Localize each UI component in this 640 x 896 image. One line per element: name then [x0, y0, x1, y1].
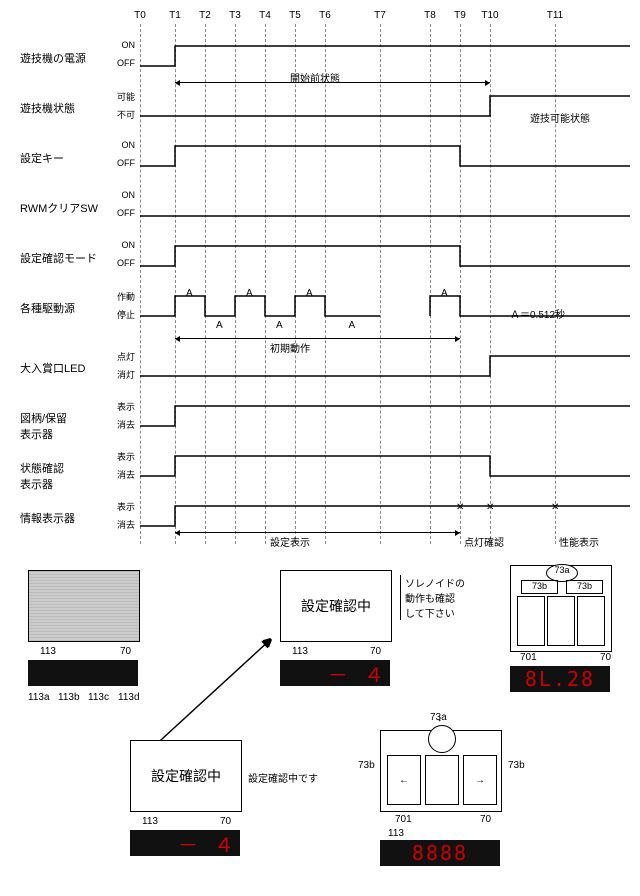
row: 情報表示器表示消去: [10, 500, 630, 540]
xmark-T9: ✕: [456, 502, 464, 513]
seg-dash-4b: － ４: [178, 829, 236, 858]
time-T1: T1: [169, 10, 181, 21]
annot-a-2: A: [246, 288, 253, 299]
ref-70-t: 70: [600, 652, 611, 663]
signal: [10, 140, 640, 176]
led-strip-5: 8888: [380, 840, 500, 866]
setting-confirm-text-1: 設定確認中: [301, 596, 371, 616]
signal: [10, 400, 640, 436]
led-strip-2: － ４: [280, 660, 390, 686]
ref-113-1: 113: [40, 646, 56, 657]
time-T7: T7: [374, 10, 386, 21]
led-strip-1: [28, 660, 138, 686]
row: 設定キーONOFF: [10, 140, 630, 180]
bottom-diagrams: 113 70 113a 113b 113c 113d 設定確認中 ソレノイドの …: [10, 560, 630, 880]
reel-box-top: 73a 73b 73b: [510, 565, 612, 652]
time-T11: T11: [547, 10, 564, 21]
row: 図柄/保留 表示器表示消去: [10, 400, 630, 440]
signal: [10, 500, 640, 536]
arrow-setting: [175, 532, 460, 533]
seg-8888: 8888: [412, 841, 468, 865]
panel-setting-confirm-1: 設定確認中: [280, 570, 392, 642]
time-T0: T0: [134, 10, 146, 21]
sol-check-text: ソレノイドの 動作も確認 して下さい: [400, 575, 465, 620]
ref-70-1: 70: [120, 646, 131, 657]
arrow-initial: [175, 338, 460, 339]
ref-70-4: 70: [480, 814, 491, 825]
ref-113b: 113b: [58, 692, 80, 703]
seg-bl28: 8L.28: [525, 667, 595, 691]
time-T5: T5: [289, 10, 301, 21]
signal: [10, 190, 640, 226]
lcd-blank: [28, 570, 140, 642]
ref-113-4: 113: [388, 828, 404, 839]
row: 設定確認モードONOFF: [10, 240, 630, 280]
annot-a-0: A: [186, 288, 193, 299]
annot-light: 点灯確認: [464, 534, 504, 549]
seg-dash-4: － ４: [328, 659, 386, 688]
xmark-T11: ✕: [551, 502, 559, 513]
ref-70-2: 70: [370, 646, 381, 657]
annot-a-4: A: [306, 288, 313, 299]
time-T10: T10: [481, 10, 498, 21]
time-T4: T4: [259, 10, 271, 21]
setting-confirm-text-2: 設定確認中: [151, 766, 221, 786]
ref-73b-r: 73b: [566, 580, 603, 594]
annot-playpossible: 遊技可能状態: [530, 110, 590, 125]
ref-113a: 113a: [28, 692, 50, 703]
ref-113d: 113d: [118, 692, 140, 703]
annot-a-89: A: [441, 288, 448, 299]
annot-perf: 性能表示: [559, 534, 599, 549]
reel-box-bottom: ↓ ← →: [380, 730, 502, 812]
xmark-T10: ✕: [486, 502, 494, 513]
ref-113c: 113c: [88, 692, 109, 703]
annot-a-3: A: [276, 320, 283, 331]
time-T6: T6: [319, 10, 331, 21]
ref-701-t: 701: [520, 652, 537, 663]
row: 大入賞口LED点灯消灯: [10, 350, 630, 390]
row: 状態確認 表示器表示消去: [10, 450, 630, 490]
ref-73b-bl: 73b: [358, 760, 375, 771]
led-strip-4: － ４: [130, 830, 240, 856]
time-T3: T3: [229, 10, 241, 21]
panel-setting-confirm-2: 設定確認中: [130, 740, 242, 812]
led-strip-3: 8L.28: [510, 666, 610, 692]
annot-a-5: A: [349, 320, 356, 331]
ref-73b-l: 73b: [521, 580, 558, 594]
ref-70-3: 70: [220, 816, 231, 827]
timing-chart: T0T1T2T3T4T5T6T7T8T9T10T11遊技機の電源ONOFF遊技機…: [10, 10, 630, 550]
time-T2: T2: [199, 10, 211, 21]
signal: [10, 350, 640, 386]
annot-initial: 初期動作: [270, 340, 310, 355]
annot-avalue: Ａ＝0.512秒: [510, 306, 565, 321]
annot-setting: 設定表示: [270, 534, 310, 549]
ref-701-b: 701: [395, 814, 412, 825]
annot-a-1: A: [216, 320, 223, 331]
annot-prestart: 開始前状態: [290, 70, 340, 85]
signal: [10, 240, 640, 276]
ref-113-3: 113: [142, 816, 158, 827]
time-T8: T8: [424, 10, 436, 21]
ref-73a-b: 73a: [430, 712, 447, 723]
ref-73b-br: 73b: [508, 760, 525, 771]
row: RWMクリアSWONOFF: [10, 190, 630, 230]
setting-confirm-msg: 設定確認中です: [248, 770, 318, 785]
time-T9: T9: [454, 10, 466, 21]
signal: [10, 450, 640, 486]
ref-113-2: 113: [292, 646, 308, 657]
